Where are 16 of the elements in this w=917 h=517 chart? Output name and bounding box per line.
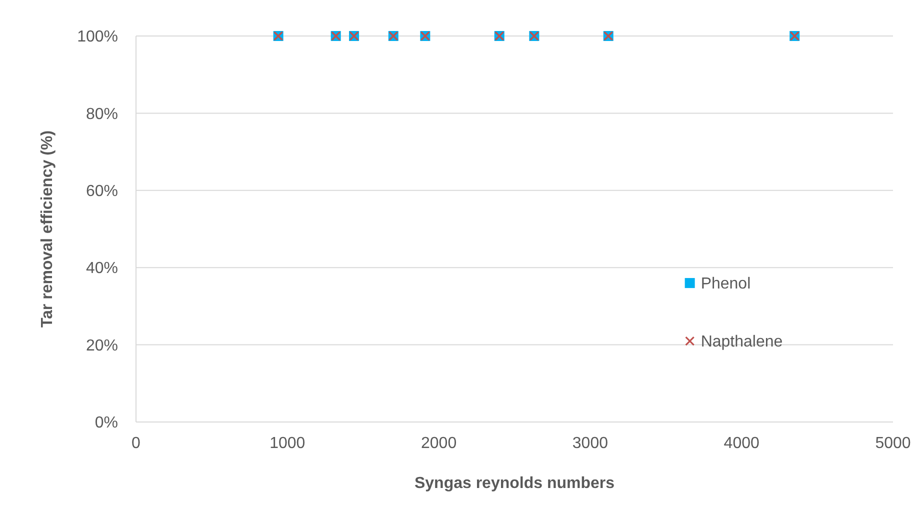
x-tick-label: 0 [132, 435, 141, 452]
x-tick-label: 4000 [724, 435, 760, 452]
legend-label: Phenol [700, 276, 751, 293]
x-tick-label: 3000 [572, 435, 608, 452]
y-tick-label: 60% [86, 183, 118, 200]
y-tick-label: 20% [86, 337, 118, 354]
x-tick-label: 1000 [270, 435, 306, 452]
x-tick-label: 5000 [875, 435, 911, 452]
x-axis-title: Syngas reynolds numbers [414, 475, 615, 492]
legend-label: Napthalene [700, 334, 783, 351]
y-axis-title: Tar removal efficiency (%) [39, 130, 56, 328]
y-tick-label: 80% [86, 106, 118, 123]
y-tick-label: 0% [94, 414, 118, 432]
y-tick-label: 40% [86, 260, 118, 278]
y-tick-label: 100% [77, 28, 118, 46]
x-tick-label: 2000 [421, 435, 457, 452]
